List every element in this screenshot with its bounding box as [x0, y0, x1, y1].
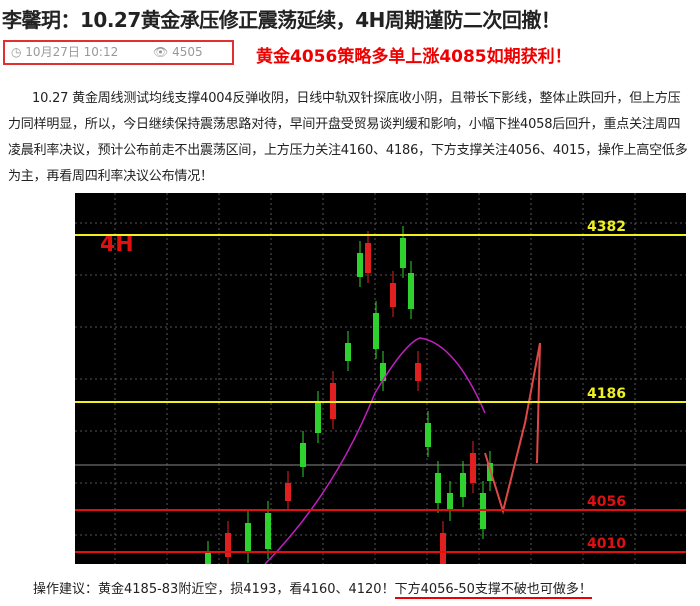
candle	[205, 553, 211, 564]
candle	[357, 253, 363, 277]
candle	[265, 513, 271, 549]
advice-text: 操作建议：黄金4185-83附近空，损4193，看4160、4120！	[33, 582, 395, 597]
candle	[285, 483, 291, 501]
level-label: 4382	[587, 219, 626, 235]
timeframe-label: 4H	[100, 232, 134, 257]
candle	[315, 403, 321, 433]
candle	[373, 313, 379, 349]
candle	[425, 423, 431, 447]
candle	[470, 453, 476, 483]
candle	[225, 533, 231, 557]
highlight: 黄金4056策略多单上涨4085如期获利！	[256, 47, 572, 67]
emphasis: 下方4056-50支撑不破也可做多！	[394, 582, 592, 599]
meta: ◷ 10月27日 10:12 👁 4505	[3, 40, 234, 65]
date: 10月27日 10:12	[25, 45, 119, 59]
candle	[435, 473, 441, 503]
candle	[447, 493, 453, 511]
candle	[245, 523, 251, 553]
candle	[345, 343, 351, 361]
views: 4505	[172, 45, 203, 59]
level-label: 4010	[587, 536, 626, 552]
candle	[408, 273, 414, 309]
candle	[440, 533, 446, 564]
paragraph: 10.27 黄金周线测试均线支撑4004反弹收阴，日线中轨双针探底收小阴，且带长…	[8, 91, 688, 184]
candle	[400, 238, 406, 268]
candle	[460, 473, 466, 497]
level-label: 4186	[587, 386, 626, 402]
candle	[365, 243, 371, 273]
candle	[380, 363, 386, 381]
chart-image: 4H 4382 4186 4056 4010	[75, 193, 686, 564]
candle	[300, 443, 306, 467]
level-label: 4056	[587, 494, 626, 510]
candle	[390, 283, 396, 307]
candle	[415, 363, 421, 381]
advice: 操作建议：黄金4185-83附近空，损4193，看4160、4120！下方405…	[33, 578, 592, 599]
title: 李馨玥：10.27黄金承压修正震荡延续，4H周期谨防二次回撤！	[2, 8, 561, 32]
